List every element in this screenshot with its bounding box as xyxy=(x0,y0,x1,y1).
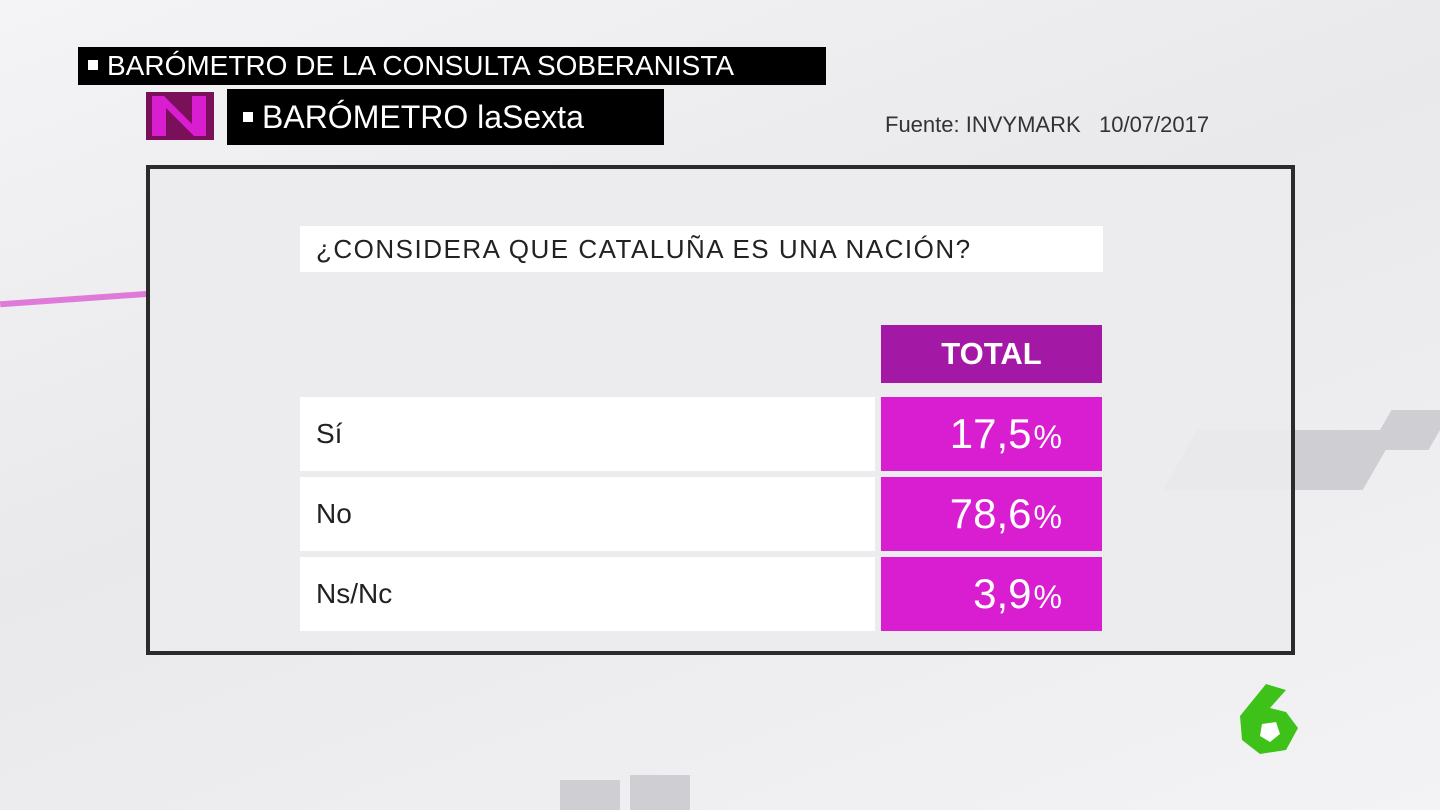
subtitle-bar: BARÓMETRO laSexta xyxy=(227,89,664,145)
row-label: Sí xyxy=(300,397,875,471)
title-bar: BARÓMETRO DE LA CONSULTA SOBERANISTA xyxy=(78,47,826,85)
row-value-cell: 17,5% xyxy=(881,397,1102,471)
logo xyxy=(146,92,214,140)
row-value: 17,5 xyxy=(949,410,1032,457)
source: Fuente: INVYMARK xyxy=(885,112,1081,137)
channel-logo xyxy=(1240,684,1298,754)
row-value: 78,6 xyxy=(949,490,1032,537)
question: ¿CONSIDERA QUE CATALUÑA ES UNA NACIÓN? xyxy=(300,226,1103,272)
row-unit: % xyxy=(1033,499,1062,535)
background-shape xyxy=(1368,410,1440,450)
row-label: No xyxy=(300,477,875,551)
background-shape xyxy=(0,290,151,308)
column-header: TOTAL xyxy=(881,325,1102,383)
source-line: Fuente: INVYMARK 10/07/2017 xyxy=(885,112,1209,138)
row-unit: % xyxy=(1033,579,1062,615)
row-label: Ns/Nc xyxy=(300,557,875,631)
row-unit: % xyxy=(1033,419,1062,455)
background-shape xyxy=(560,780,620,810)
row-value-cell: 78,6% xyxy=(881,477,1102,551)
subtitle: BARÓMETRO laSexta xyxy=(262,99,584,135)
title: BARÓMETRO DE LA CONSULTA SOBERANISTA xyxy=(107,50,735,81)
row-value: 3,9 xyxy=(973,570,1032,617)
row-value-cell: 3,9% xyxy=(881,557,1102,631)
date: 10/07/2017 xyxy=(1098,112,1210,137)
background-shape xyxy=(630,775,690,810)
